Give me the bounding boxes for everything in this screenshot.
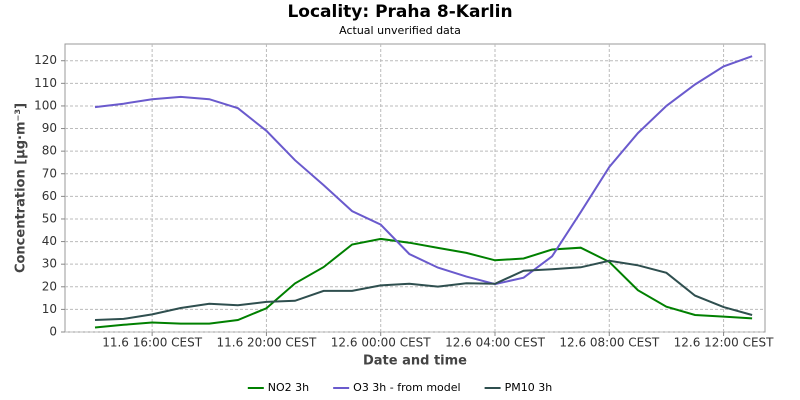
x-tick-label: 12.6 04:00 CEST	[445, 336, 546, 350]
x-tick-label: 11.6 20:00 CEST	[217, 336, 318, 350]
y-tick-label: 80	[42, 144, 57, 158]
y-tick-label: 70	[42, 166, 57, 180]
chart-subtitle: Actual unverified data	[339, 24, 461, 37]
y-tick-label: 40	[42, 234, 57, 248]
y-axis-label: Concentration [µg·m⁻³]	[14, 103, 29, 273]
x-tick-label: 11.6 16:00 CEST	[102, 336, 203, 350]
x-tick-label: 12.6 08:00 CEST	[559, 336, 660, 350]
y-tick-label: 50	[42, 211, 57, 225]
legend-label: PM10 3h	[505, 381, 553, 394]
y-tick-label: 100	[34, 98, 57, 112]
line	[94, 259, 753, 321]
y-tick-label: 110	[34, 76, 57, 90]
chart-title: Locality: Praha 8-Karlin	[287, 2, 512, 22]
x-axis-label: Date and time	[363, 354, 467, 369]
x-tick-label: 12.6 00:00 CEST	[331, 336, 432, 350]
line	[94, 55, 753, 286]
line	[94, 237, 753, 329]
y-tick-label: 90	[42, 121, 57, 135]
y-tick-label: 120	[34, 53, 57, 67]
legend-label: NO2 3h	[268, 381, 309, 394]
y-tick-label: 0	[49, 325, 57, 339]
y-tick-label: 10	[42, 302, 57, 316]
legend-label: O3 3h - from model	[353, 381, 460, 394]
x-tick-label: 12.6 12:00 CEST	[674, 336, 775, 350]
y-tick-label: 20	[42, 279, 57, 293]
plot-area	[64, 43, 766, 333]
y-tick-label: 30	[42, 257, 57, 271]
y-tick-label: 60	[42, 189, 57, 203]
